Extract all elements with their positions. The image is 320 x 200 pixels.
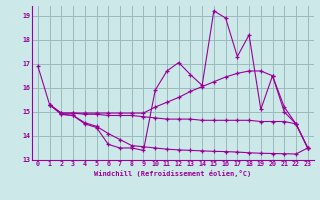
X-axis label: Windchill (Refroidissement éolien,°C): Windchill (Refroidissement éolien,°C) [94, 170, 252, 177]
